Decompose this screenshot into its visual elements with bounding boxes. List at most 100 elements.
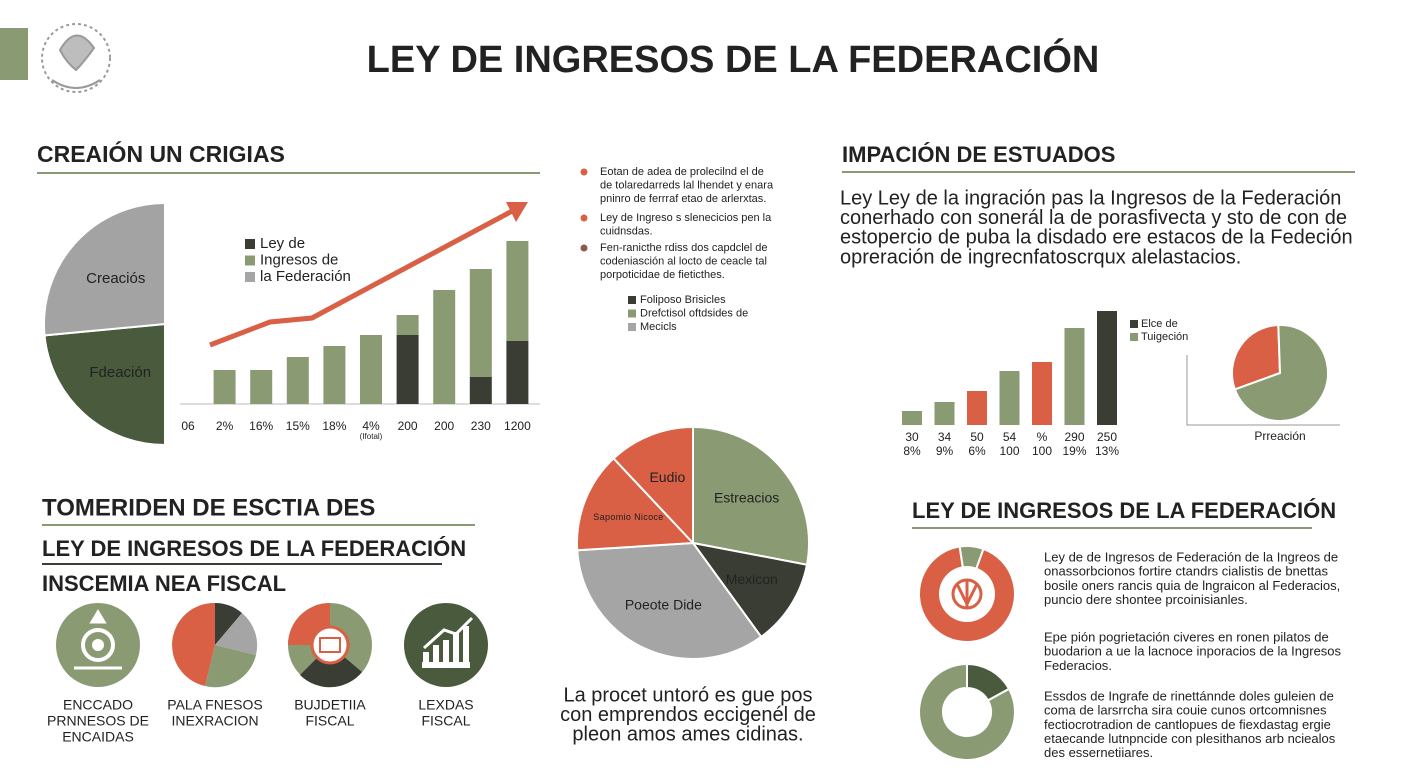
bullet-text: porpoticidae de fieticthes. bbox=[600, 269, 725, 281]
paragraph-text: coma de larsrrcha sira couie cunos ortco… bbox=[1044, 703, 1327, 718]
legend-swatch bbox=[1130, 333, 1138, 341]
bullet-text: codeniasción al locto de ceacle tal bbox=[600, 255, 767, 267]
bar-segment bbox=[396, 335, 419, 404]
bar-segment bbox=[506, 341, 529, 404]
paragraph-text: onassorbcionos fortire ctandrs cialistis… bbox=[1044, 564, 1328, 579]
legend-swatch bbox=[245, 272, 255, 282]
legend-swatch bbox=[628, 323, 636, 331]
bullet-text: de tolaredarreds lal lhendet y enara bbox=[600, 179, 774, 191]
legend-label: Tuigeción bbox=[1141, 331, 1188, 343]
legend-label: Drefctisol oftdsides de bbox=[640, 307, 748, 319]
x-note: (Ifotal) bbox=[360, 432, 383, 441]
icon-label: FISCAL bbox=[305, 713, 354, 729]
paragraph-text: Federacios. bbox=[1044, 658, 1112, 673]
bar-segment bbox=[360, 335, 382, 404]
pie-frame bbox=[1186, 355, 1340, 426]
trend-arrow bbox=[209, 206, 518, 348]
bullet-text: pninro de ferrraf etao de arlerxtas. bbox=[600, 193, 766, 205]
legend-swatch bbox=[628, 296, 636, 304]
paragraph-text: Essdos de Ingrafe de rinettánnde doles g… bbox=[1044, 688, 1334, 703]
x-sublabel: 9% bbox=[936, 444, 954, 458]
paragraph-text: buodarion a ue la lacnoce inporacios de … bbox=[1044, 644, 1342, 659]
bar bbox=[967, 391, 987, 425]
icon-label: PRNNESOS DE bbox=[47, 713, 149, 729]
x-tick-label: 50 bbox=[970, 430, 984, 444]
pie-slice bbox=[690, 541, 809, 639]
x-sublabel: 100 bbox=[1032, 444, 1052, 458]
pie-slice bbox=[576, 457, 696, 552]
paragraph-text: Ley de de Ingresos de Federación de la I… bbox=[1044, 549, 1338, 564]
bullet-text: cuidnsdas. bbox=[600, 225, 653, 237]
section-title: TOMERIDEN DE ESCTIA DES bbox=[42, 494, 375, 521]
x-tick-label: 4% bbox=[362, 419, 380, 433]
donut-icon bbox=[951, 578, 983, 610]
page-title: LEY DE INGRESOS DE LA FEDERACIÓN bbox=[367, 37, 1100, 81]
legend-label: Mecicls bbox=[640, 321, 677, 333]
intro-text: opreración de ingrecnfatoscrqux alelasta… bbox=[840, 246, 1241, 268]
bar bbox=[999, 371, 1020, 425]
pie-slice bbox=[612, 425, 694, 546]
x-tick-label: 30 bbox=[905, 430, 919, 444]
icon-label: PALA FNESOS bbox=[167, 697, 262, 713]
x-tick-label: 250 bbox=[1097, 430, 1117, 444]
intro-text: Ley Ley de la ingración pas la Ingresos … bbox=[840, 187, 1341, 209]
bar bbox=[1064, 328, 1085, 425]
x-tick-label: 18% bbox=[322, 419, 346, 433]
slice-label: Poeote Dide bbox=[625, 597, 702, 613]
section-title: CREAIÓN UN CRIGIAS bbox=[37, 140, 285, 167]
bar-segment bbox=[286, 357, 309, 404]
bullet-dot bbox=[580, 214, 588, 222]
bullet-text: Fen-ranicthe rdiss dos capdclel de bbox=[600, 242, 768, 254]
slice-label: Estreacios bbox=[714, 489, 779, 505]
x-tick-label: 06 bbox=[181, 419, 195, 433]
bar-segment bbox=[250, 370, 273, 404]
arrow-head bbox=[506, 202, 528, 222]
legend-label: Ingresos de bbox=[260, 251, 338, 268]
bar-segment bbox=[213, 370, 236, 404]
legend-swatch bbox=[245, 239, 255, 249]
slice-label: Eudio bbox=[649, 469, 685, 485]
caption-text: La procet untoró es gue pos bbox=[563, 684, 812, 706]
icon-label: INEXRACION bbox=[171, 713, 258, 729]
slice-label: Fdeación bbox=[89, 364, 151, 381]
paragraph-text: des essernetiiares. bbox=[1044, 745, 1153, 760]
bullet-text: Eotan de adea de prolecilnd el de bbox=[600, 166, 764, 178]
x-tick-label: 15% bbox=[286, 419, 310, 433]
paragraph-text: etaecande lutnpncide con plesithanos arb… bbox=[1044, 731, 1336, 746]
x-tick-label: 1200 bbox=[504, 419, 531, 433]
section-title: LEY DE INGRESOS DE LA FEDERACIÓN bbox=[42, 536, 466, 561]
caption-text: con emprendos eccigenél de bbox=[560, 704, 816, 726]
bar-segment bbox=[396, 315, 419, 335]
legend-swatch bbox=[1130, 320, 1138, 328]
section-title: INSCEMIA NEA FISCAL bbox=[42, 571, 286, 596]
icon-label: LEXDAS bbox=[418, 697, 473, 713]
x-tick-label: 230 bbox=[471, 419, 491, 433]
icon-label: FISCAL bbox=[421, 713, 470, 729]
x-tick-label: 200 bbox=[398, 419, 418, 433]
bullet-dot bbox=[580, 168, 588, 176]
legend-swatch bbox=[628, 309, 636, 318]
x-tick-label: 16% bbox=[249, 419, 273, 433]
slice-label: Sapomio Nicoce bbox=[593, 512, 663, 522]
x-sublabel: 19% bbox=[1062, 444, 1086, 458]
emblem bbox=[41, 23, 111, 93]
bullet-dot bbox=[580, 244, 588, 252]
x-sublabel: 100 bbox=[999, 444, 1019, 458]
slice-label: Creaciós bbox=[86, 270, 145, 287]
bar-segment bbox=[469, 269, 492, 377]
x-tick-label: 200 bbox=[434, 419, 454, 433]
pie-slice bbox=[1230, 323, 1282, 391]
legend-label: la Federación bbox=[260, 268, 351, 285]
x-tick-label: 2% bbox=[216, 419, 234, 433]
header-tab bbox=[0, 28, 28, 80]
paragraph-text: Epe pión pogrietación civeres en ronen p… bbox=[1044, 629, 1329, 644]
donut-slice bbox=[958, 545, 985, 570]
pie-slice bbox=[692, 425, 810, 566]
slice-label: Mexicon bbox=[726, 571, 778, 587]
caption-text: pleon amos ames cidinas. bbox=[572, 723, 803, 745]
section-title: IMPACIÓN DE ESTUADOS bbox=[842, 142, 1115, 167]
x-tick-label: 54 bbox=[1003, 430, 1017, 444]
bar bbox=[1032, 362, 1052, 425]
x-sublabel: 13% bbox=[1095, 444, 1119, 458]
icons bbox=[56, 602, 488, 688]
